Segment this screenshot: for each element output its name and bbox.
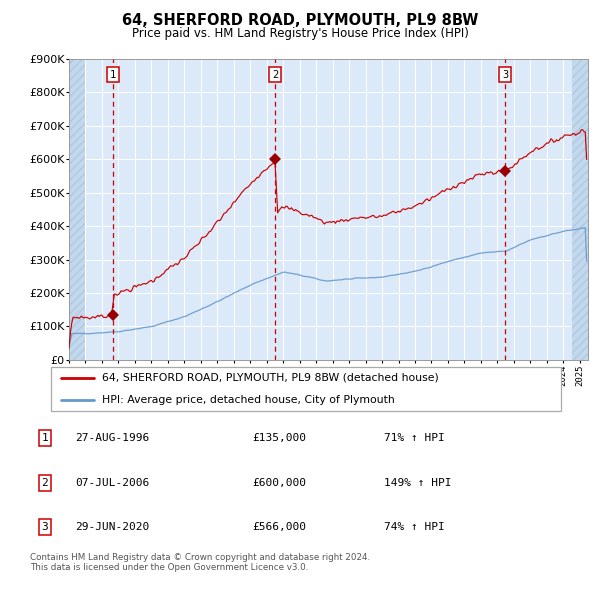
Text: 29-JUN-2020: 29-JUN-2020 [75,522,149,532]
Text: £566,000: £566,000 [252,522,306,532]
Text: 71% ↑ HPI: 71% ↑ HPI [384,434,445,443]
Text: This data is licensed under the Open Government Licence v3.0.: This data is licensed under the Open Gov… [30,563,308,572]
Text: 74% ↑ HPI: 74% ↑ HPI [384,522,445,532]
Text: £600,000: £600,000 [252,478,306,487]
FancyBboxPatch shape [50,366,562,411]
Text: 149% ↑ HPI: 149% ↑ HPI [384,478,452,487]
Text: 2: 2 [41,478,49,487]
Text: 3: 3 [502,70,509,80]
Text: 27-AUG-1996: 27-AUG-1996 [75,434,149,443]
Text: 07-JUL-2006: 07-JUL-2006 [75,478,149,487]
Text: 1: 1 [41,434,49,443]
Text: 64, SHERFORD ROAD, PLYMOUTH, PL9 8BW (detached house): 64, SHERFORD ROAD, PLYMOUTH, PL9 8BW (de… [102,373,439,383]
Text: 1: 1 [110,70,116,80]
Text: 64, SHERFORD ROAD, PLYMOUTH, PL9 8BW: 64, SHERFORD ROAD, PLYMOUTH, PL9 8BW [122,13,478,28]
Text: Price paid vs. HM Land Registry's House Price Index (HPI): Price paid vs. HM Land Registry's House … [131,27,469,40]
Text: £135,000: £135,000 [252,434,306,443]
Text: Contains HM Land Registry data © Crown copyright and database right 2024.: Contains HM Land Registry data © Crown c… [30,553,370,562]
Text: 2: 2 [272,70,278,80]
Bar [69,59,85,360]
Bar [572,59,588,360]
Text: 3: 3 [41,522,49,532]
Text: HPI: Average price, detached house, City of Plymouth: HPI: Average price, detached house, City… [102,395,395,405]
